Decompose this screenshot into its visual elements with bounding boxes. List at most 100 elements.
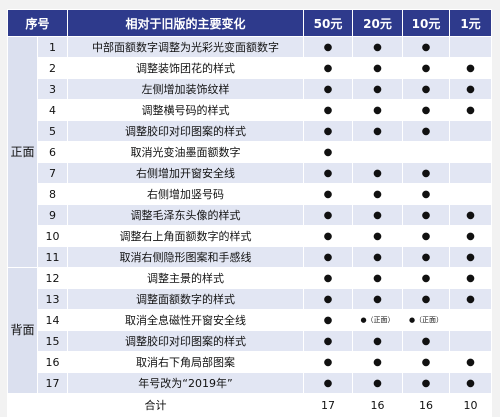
mark-cell: ● — [449, 351, 492, 373]
change-description: 左侧增加装饰纹样 — [67, 78, 304, 100]
total-label: 合计 — [7, 393, 304, 417]
change-description: 调整面额数字的样式 — [67, 288, 304, 310]
group-label: 正面 — [7, 36, 38, 268]
row-number: 16 — [37, 351, 68, 373]
mark-cell: ● — [402, 162, 450, 184]
table-row: 10 调整右上角面额数字的样式 ● ● ● ● — [8, 225, 492, 247]
mark-cell: ● — [449, 288, 492, 310]
mark-cell — [449, 309, 492, 331]
table-row: 4 调整横号码的样式 ● ● ● ● — [8, 99, 492, 121]
table-row: 15 调整胶印对印图案的样式 ● ● ● — [8, 330, 492, 352]
mark-cell: ● — [402, 351, 450, 373]
mark-cell: ● — [303, 309, 353, 331]
header-change: 相对于旧版的主要变化 — [67, 9, 304, 37]
mark-cell: ● — [352, 183, 403, 205]
mark-cell: ● — [449, 204, 492, 226]
table-row: 3 左侧增加装饰纹样 ● ● ● ● — [8, 78, 492, 100]
mark-cell: ● — [303, 372, 353, 394]
comparison-table: 序号 相对于旧版的主要变化 50元 20元 10元 1元 正面 1 中部面额数字调整… — [7, 9, 492, 417]
mark-cell: ● — [449, 78, 492, 100]
mark-cell: ● — [303, 351, 353, 373]
row-number: 17 — [37, 372, 68, 394]
mark-cell — [449, 330, 492, 352]
mark-cell: ● — [352, 246, 403, 268]
change-description: 取消右侧隐形图案和手感线 — [67, 246, 304, 268]
row-number: 11 — [37, 246, 68, 268]
mark-cell: ● — [352, 57, 403, 79]
change-description: 取消全息磁性开窗安全线 — [67, 309, 304, 331]
mark-cell: ● — [402, 99, 450, 121]
mark-cell: ● — [303, 267, 353, 289]
mark-cell: ● — [449, 267, 492, 289]
table-row: 11 取消右侧隐形图案和手感线 ● ● ● ● — [8, 246, 492, 268]
mark-cell: ● — [352, 225, 403, 247]
table-row: 正面 1 中部面额数字调整为光彩光变面额数字 ● ● ● — [7, 36, 492, 268]
table-body: 正面 1 中部面额数字调整为光彩光变面额数字 ● ● ● 2 调整装饰团花的样式 ● ● ● ● 3 左侧… — [7, 36, 492, 394]
mark-cell: ● — [352, 78, 403, 100]
mark-cell: ● — [303, 78, 353, 100]
mark-cell: ● — [303, 141, 353, 163]
table-row: 17 年号改为“2019年” ● ● ● ● — [8, 372, 492, 394]
mark-cell — [352, 141, 403, 163]
row-number: 5 — [37, 120, 68, 142]
mark-cell: ● — [352, 288, 403, 310]
mark-cell: ● — [303, 330, 353, 352]
change-description: 调整胶印对印图案的样式 — [67, 120, 304, 142]
mark-cell: ● — [402, 183, 450, 205]
table-row: 13 调整面额数字的样式 ● ● ● ● — [8, 288, 492, 310]
row-number: 1 — [37, 36, 68, 58]
table-row: 14 取消全息磁性开窗安全线 ● ●（正面） ●（正面） — [8, 309, 492, 331]
change-description: 年号改为“2019年” — [67, 372, 304, 394]
row-number: 7 — [37, 162, 68, 184]
mark-cell — [449, 162, 492, 184]
header-row: 序号 相对于旧版的主要变化 50元 20元 10元 1元 — [7, 9, 492, 37]
mark-cell: ● — [303, 183, 353, 205]
mark-cell: ● — [449, 246, 492, 268]
table-row: 6 取消光变油墨面额数字 ● — [8, 141, 492, 163]
change-description: 调整横号码的样式 — [67, 99, 304, 121]
mark-cell — [402, 141, 450, 163]
group-label: 背面 — [7, 267, 38, 394]
header-denom-50: 50元 — [303, 9, 353, 37]
mark-cell: ● — [352, 372, 403, 394]
mark-cell: ● — [449, 372, 492, 394]
total-10: 16 — [402, 393, 450, 417]
row-number: 6 — [37, 141, 68, 163]
mark-cell: ● — [352, 99, 403, 121]
row-number: 9 — [37, 204, 68, 226]
table-row: 5 调整胶印对印图案的样式 ● ● ● — [8, 120, 492, 142]
mark-cell: ● — [402, 372, 450, 394]
mark-cell: ● — [352, 120, 403, 142]
mark-cell: ● — [303, 120, 353, 142]
mark-cell: ● — [402, 246, 450, 268]
mark-cell: ● — [303, 57, 353, 79]
change-description: 调整装饰团花的样式 — [67, 57, 304, 79]
total-50: 17 — [303, 393, 353, 417]
mark-cell: ● — [449, 57, 492, 79]
change-description: 右侧增加开窗安全线 — [67, 162, 304, 184]
total-1: 10 — [449, 393, 492, 417]
change-description: 取消右下角局部图案 — [67, 351, 304, 373]
mark-cell: ● — [303, 225, 353, 247]
mark-cell: ● — [352, 351, 403, 373]
table-row: 8 右侧增加竖号码 ● ● ● — [8, 183, 492, 205]
row-number: 14 — [37, 309, 68, 331]
row-number: 3 — [37, 78, 68, 100]
header-denom-20: 20元 — [352, 9, 403, 37]
header-seq: 序号 — [7, 9, 68, 37]
mark-cell: ● — [352, 330, 403, 352]
mark-cell: ● — [303, 246, 353, 268]
table-row: 2 调整装饰团花的样式 ● ● ● ● — [8, 57, 492, 79]
mark-cell: ● — [303, 162, 353, 184]
table-row: 背面 12 调整主景的样式 ● ● ● ● — [7, 267, 492, 394]
mark-cell: ● — [449, 99, 492, 121]
row-number: 4 — [37, 99, 68, 121]
change-description: 调整毛泽东头像的样式 — [67, 204, 304, 226]
mark-cell: ● — [402, 225, 450, 247]
mark-cell: ● — [402, 267, 450, 289]
mark-cell: ● — [352, 204, 403, 226]
change-description: 调整主景的样式 — [67, 267, 304, 289]
table-row: 16 取消右下角局部图案 ● ● ● ● — [8, 351, 492, 373]
mark-cell: ● — [352, 36, 403, 58]
mark-cell: ● — [402, 78, 450, 100]
